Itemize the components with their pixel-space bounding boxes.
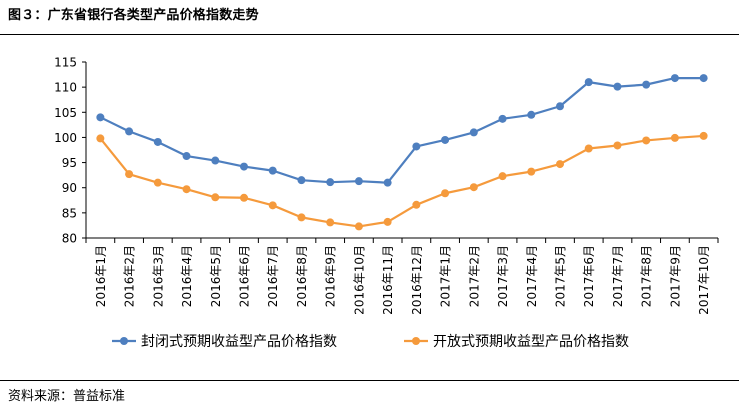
chart-axes [85, 62, 718, 239]
series-2-point [527, 167, 536, 176]
series-2-point [297, 213, 306, 222]
x-tick-label: 2017年4月 [525, 245, 539, 307]
series-1-point [383, 178, 392, 187]
x-tick-label: 2017年8月 [640, 245, 654, 307]
series-2-point [670, 133, 679, 142]
x-tick-label: 2017年2月 [467, 245, 481, 307]
series-1-point [412, 142, 421, 151]
series-1-point [556, 102, 564, 111]
series-2-point [383, 217, 392, 226]
y-tick-label: 80 [62, 232, 77, 246]
series-2-point [240, 193, 248, 202]
x-tick-label: 2016年7月 [266, 245, 280, 307]
series-2-point [498, 172, 507, 181]
y-axis-ticks: 115 110 105 100 95 90 85 80 [54, 56, 86, 246]
legend-label: 开放式预期收益型产品价格指数 [433, 334, 629, 350]
series-1-point [211, 156, 220, 165]
series-2-point [182, 185, 191, 194]
series-2-point [412, 200, 421, 209]
series-line-1 [99, 76, 704, 184]
series-2-point [556, 160, 564, 169]
series-1-point [268, 166, 277, 175]
series-2-point [642, 136, 651, 145]
x-tick-label: 2017年10月 [697, 245, 711, 315]
x-tick-label: 2017年7月 [611, 245, 625, 307]
x-tick-label: 2016年10月 [352, 245, 366, 315]
x-tick-label: 2016年3月 [151, 245, 165, 307]
y-tick-label: 95 [62, 156, 77, 170]
y-tick-label: 85 [62, 206, 77, 220]
figure-source: 资料来源：普益标准 [8, 389, 126, 404]
series-1-point [326, 178, 335, 187]
x-tick-label: 2016年6月 [238, 245, 252, 307]
series-2-point [268, 201, 277, 210]
series-1-point [153, 137, 162, 146]
x-tick-label: 2016年2月 [123, 245, 137, 307]
series-1-point [469, 128, 478, 137]
x-tick-label: 2016年5月 [209, 245, 223, 307]
x-tick-label: 2017年9月 [668, 245, 682, 307]
series-2-point [469, 183, 478, 192]
series-1-point [527, 110, 536, 119]
series-1-point [96, 113, 105, 122]
bottom-rule [0, 380, 739, 381]
x-tick-label: 2016年11月 [381, 245, 395, 315]
series-1-point [670, 74, 679, 83]
series-lines [96, 74, 708, 231]
x-tick-label: 2017年3月 [496, 245, 510, 307]
series-1-point [240, 162, 248, 171]
series-1-point [125, 127, 134, 136]
series-2-point [96, 134, 105, 143]
series-2-point [441, 189, 450, 198]
x-tick-label: 2016年8月 [295, 245, 309, 307]
x-tick-label: 2016年9月 [324, 245, 338, 307]
x-tick-label: 2017年6月 [582, 245, 596, 307]
legend-swatch-marker [412, 337, 420, 345]
series-2-point [153, 178, 162, 187]
series-1-point [498, 114, 507, 123]
x-tick-label: 2017年1月 [439, 245, 453, 307]
series-2-point [326, 218, 335, 227]
legend-label: 封闭式预期收益型产品价格指数 [141, 334, 337, 350]
series-1-point [182, 152, 191, 161]
series-2-point [699, 131, 708, 140]
y-tick-label: 90 [62, 181, 77, 195]
series-line-2 [99, 134, 704, 228]
x-tick-label: 2016年1月 [94, 245, 108, 307]
series-2-point [354, 222, 363, 231]
legend-swatch-marker [120, 337, 128, 345]
series-1-point [354, 177, 363, 186]
x-tick-label: 2016年4月 [180, 245, 194, 307]
series-1-point [613, 82, 622, 91]
figure-caption: 图３：广东省银行各类型产品价格指数走势 [8, 8, 259, 23]
series-2-point [211, 193, 220, 202]
chart-legend: 封闭式预期收益型产品价格指数 开放式预期收益型产品价格指数 [112, 334, 629, 350]
x-tick-label: 2016年12月 [410, 245, 424, 315]
series-2-point [125, 170, 134, 179]
series-2-point [613, 141, 622, 150]
y-tick-label: 105 [54, 106, 77, 120]
top-rule [0, 34, 739, 35]
x-tick-label: 2017年5月 [554, 245, 568, 307]
y-tick-label: 100 [54, 131, 77, 145]
series-1-point [441, 135, 450, 144]
x-axis-ticks: 2016年1月 2016年2月 2016年3月 2016年4月 2016年5月 2016年… [85, 238, 719, 315]
series-1-point [584, 78, 593, 87]
series-1-point [699, 74, 708, 83]
y-tick-label: 115 [54, 56, 77, 70]
series-2-point [584, 144, 593, 153]
y-tick-label: 110 [54, 81, 77, 95]
series-1-point [642, 80, 651, 89]
series-1-point [297, 176, 306, 185]
